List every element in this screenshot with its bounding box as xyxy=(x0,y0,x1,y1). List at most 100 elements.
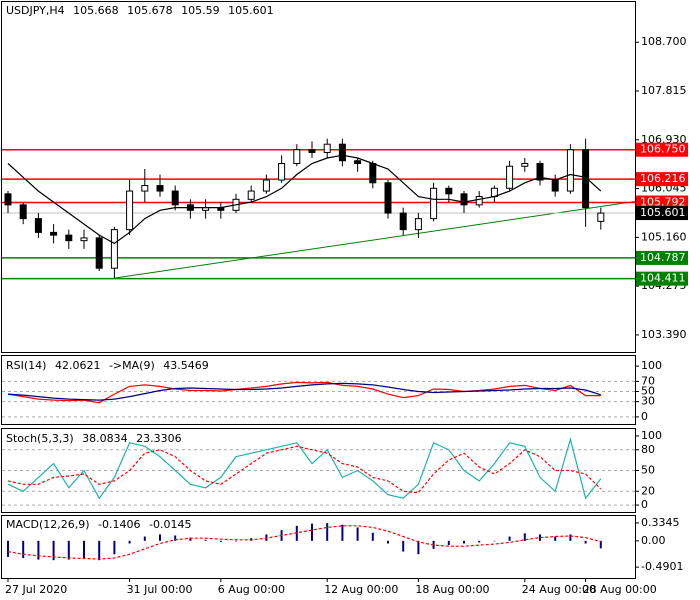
open-value: 105.668 xyxy=(73,4,119,17)
candle-body xyxy=(293,149,301,164)
candle-body xyxy=(369,162,377,184)
candle-body xyxy=(323,143,331,153)
macd-bar xyxy=(52,540,55,561)
y-tick-label: 103.390 xyxy=(641,328,687,341)
candle-body xyxy=(156,185,164,192)
rsi-ma-label: ->MA(9) xyxy=(108,359,155,372)
level-label: 104.787 xyxy=(640,251,686,264)
macd-bar xyxy=(67,540,70,560)
level-box xyxy=(636,250,688,265)
macd-bar xyxy=(523,533,526,541)
candle-body xyxy=(597,212,605,222)
y-tick-label: 100 xyxy=(641,359,662,372)
x-tick-label: 27 Jul 2020 xyxy=(5,583,67,596)
macd-signal-value: -0.0145 xyxy=(149,518,192,531)
y-tick-label: 0.00 xyxy=(641,534,666,547)
macd-bar xyxy=(7,540,9,557)
macd-bar xyxy=(235,540,237,542)
candle-body xyxy=(414,218,422,231)
moving-average xyxy=(7,154,602,245)
stoch-label: Stoch(5,3,3) xyxy=(6,432,74,445)
macd-header: MACD(12,26,9) -0.1406 -0.0145 xyxy=(6,518,196,531)
y-tick-label: 105.160 xyxy=(641,230,687,243)
macd-signal-line xyxy=(7,525,601,560)
rsi-label: RSI(14) xyxy=(6,359,47,372)
candle-body xyxy=(262,179,270,192)
candle-body xyxy=(506,165,514,189)
level-box xyxy=(636,142,688,157)
stoch-header: Stoch(5,3,3) 38.0834 23.3306 xyxy=(6,432,187,445)
macd-bar xyxy=(508,536,511,541)
macd-bar xyxy=(204,539,207,541)
macd-bar xyxy=(356,527,359,541)
macd-bar xyxy=(402,540,405,552)
macd-label: MACD(12,26,9) xyxy=(6,518,90,531)
macd-bar xyxy=(98,540,101,561)
candle-body xyxy=(171,190,179,206)
y-tick-label: 100 xyxy=(641,429,662,442)
candle-body xyxy=(126,190,134,231)
candle-body xyxy=(338,143,346,162)
candle-body xyxy=(110,229,118,269)
stoch-d-line xyxy=(7,445,602,494)
y-tick-label: 106.930 xyxy=(641,133,687,146)
macd-bar xyxy=(22,540,25,558)
level-box xyxy=(636,172,688,187)
y-tick-label: 50 xyxy=(641,385,655,398)
macd-bar xyxy=(447,540,450,546)
rsi-panel xyxy=(1,355,636,425)
candle-body xyxy=(65,234,73,242)
last-price-label: 105.601 xyxy=(640,206,686,219)
macd-bar xyxy=(387,540,389,544)
close-value: 105.601 xyxy=(228,4,274,17)
x-tick-label: 12 Aug 00:00 xyxy=(324,583,398,596)
macd-bar xyxy=(219,540,222,542)
y-tick-label: 50 xyxy=(641,464,655,477)
level-box xyxy=(636,195,688,210)
rsi-header: RSI(14) 42.0621 ->MA(9) 43.5469 xyxy=(6,359,214,372)
stoch-panel xyxy=(1,428,636,513)
y-tick-label: 20 xyxy=(641,484,655,497)
candle-body xyxy=(278,162,286,181)
main-panel xyxy=(1,1,636,353)
x-tick-label: 31 Jul 00:00 xyxy=(127,583,193,596)
macd-bar xyxy=(493,540,496,542)
x-tick-label: 28 Aug 00:00 xyxy=(583,583,657,596)
main-header: USDJPY,H4 105.668 105.678 105.59 105.601 xyxy=(6,4,279,17)
level-box xyxy=(636,271,688,286)
stoch-k-value: 38.0834 xyxy=(82,432,128,445)
candle-body xyxy=(354,160,362,164)
y-tick-label: 30 xyxy=(641,395,655,408)
candle-body xyxy=(384,182,392,214)
y-tick-label: 0.3345 xyxy=(641,516,680,529)
candle-body xyxy=(475,196,483,206)
macd-bar xyxy=(554,536,557,541)
level-label: 105.792 xyxy=(640,196,686,209)
candle-body xyxy=(399,212,407,231)
trendline xyxy=(114,200,635,279)
y-tick-label: -0.4901 xyxy=(641,560,683,573)
macd-bar xyxy=(174,535,177,541)
candle-body xyxy=(19,204,27,220)
candle-body xyxy=(551,179,559,192)
rsi-ma-value: 43.5469 xyxy=(163,359,209,372)
level-label: 106.750 xyxy=(640,143,686,156)
last-price-box xyxy=(636,206,688,221)
macd-bar xyxy=(189,537,192,541)
y-tick-label: 0 xyxy=(641,498,648,511)
macd-bar xyxy=(463,540,465,544)
x-tick-label: 18 Aug 00:00 xyxy=(415,583,489,596)
macd-bar xyxy=(539,534,541,541)
rsi-ma-line xyxy=(7,382,601,401)
rsi-value: 42.0621 xyxy=(54,359,101,372)
macd-bar xyxy=(143,536,146,541)
level-label: 104.411 xyxy=(640,272,686,285)
macd-value: -0.1406 xyxy=(98,518,141,531)
macd-bar xyxy=(159,534,161,541)
macd-bar xyxy=(326,523,329,541)
symbol: USDJPY,H4 xyxy=(6,4,65,17)
low-value: 105.59 xyxy=(181,4,220,17)
candle-body xyxy=(247,190,255,200)
